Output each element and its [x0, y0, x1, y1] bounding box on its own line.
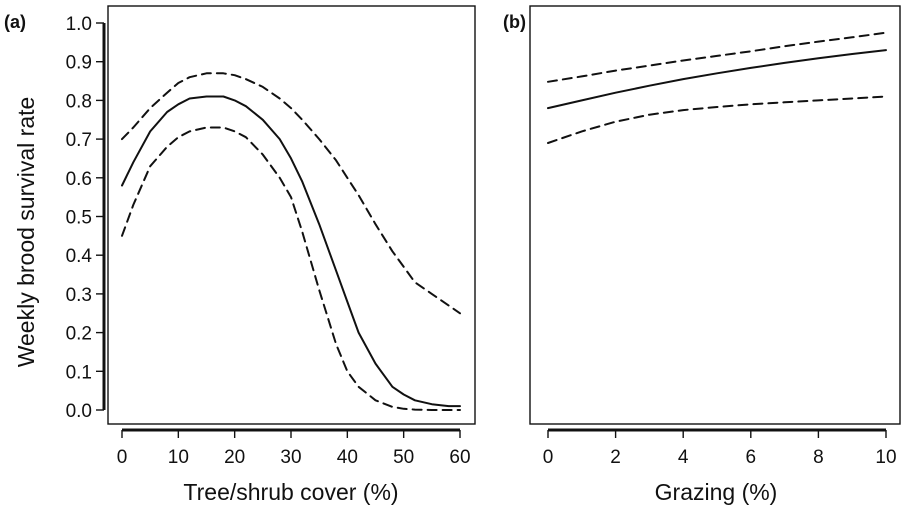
- panel-b-x-tick-label: 10: [875, 447, 896, 468]
- panel-a-x-tick-label: 0: [117, 447, 128, 468]
- panel-a-x-tick-label: 10: [168, 447, 189, 468]
- panel-a-x-tick-label: 60: [449, 447, 470, 468]
- panel-b-x-tick-label: 6: [746, 447, 757, 468]
- panel-b-x-tick-label: 2: [610, 447, 621, 468]
- panel-a-y-tick-label: 0.0: [66, 401, 92, 422]
- panel-a-y-tick-label: 0.4: [66, 246, 93, 267]
- panel-a-y-tick-label: 0.2: [66, 324, 92, 345]
- panel-a-y-tick-label: 0.8: [66, 91, 92, 112]
- panel-a-y-tick-label: 1.0: [66, 14, 92, 35]
- figure-ylabel: Weekly brood survival rate: [13, 97, 39, 368]
- panel-b-frame: [529, 5, 901, 425]
- panel-a-lower-line: [121, 126, 461, 411]
- panel-a-x-tick-label: 30: [280, 447, 301, 468]
- panel-b-upper-line: [547, 31, 887, 83]
- panel-a-upper-line: [121, 72, 461, 315]
- panel-b-label: (b): [503, 12, 526, 32]
- panel-a-x-tick-label: 20: [224, 447, 245, 468]
- panel-a-y-tick-label: 0.5: [66, 208, 92, 229]
- panel-b-xlabel: Grazing (%): [655, 479, 778, 505]
- panel-b-fit-line: [547, 49, 887, 110]
- panel-a-y-tick-label: 0.3: [66, 285, 92, 306]
- panel-b-x-tick-label: 8: [813, 447, 824, 468]
- panel-a-frame: [107, 5, 476, 425]
- panel-b: (b) Grazing (%) 0 2 4 6 8 10: [503, 5, 901, 505]
- panel-a-y-tick-label: 0.1: [66, 362, 92, 383]
- panel-a-label: (a): [4, 12, 26, 32]
- panel-a: (a) Tree/shrub cover (%) 0 10 20 30 40 50 60 0.…: [4, 5, 476, 505]
- panel-a-fit-line: [121, 95, 461, 408]
- panel-a-y-tick-label: 0.7: [66, 130, 92, 151]
- panel-a-y-tick-label: 0.9: [66, 53, 92, 74]
- panel-b-x-tick-label: 0: [543, 447, 554, 468]
- panel-a-y-tick-label: 0.6: [66, 169, 92, 190]
- panel-b-lower-line: [547, 95, 887, 144]
- panel-b-x-tick-label: 4: [678, 447, 689, 468]
- panel-a-x-tick-label: 50: [393, 447, 414, 468]
- panel-a-xlabel: Tree/shrub cover (%): [183, 479, 398, 505]
- panel-a-x-tick-label: 40: [337, 447, 358, 468]
